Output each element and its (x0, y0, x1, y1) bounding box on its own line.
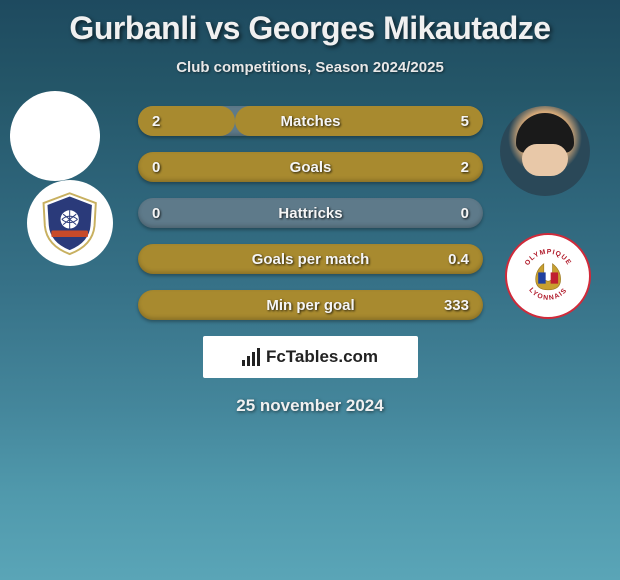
stat-right-value: 5 (461, 113, 469, 130)
stat-row: 0 Goals 2 (138, 152, 483, 182)
club-left-logo (27, 180, 113, 266)
stat-right-value: 333 (444, 297, 469, 314)
page-subtitle: Club competitions, Season 2024/2025 (0, 59, 620, 76)
stat-left-value: 2 (152, 113, 160, 130)
club-right-logo: OLYMPIQUE LYONNAIS (505, 233, 591, 319)
player-left-photo (10, 91, 100, 181)
stat-right-value: 0 (461, 205, 469, 222)
branding-text: FcTables.com (266, 347, 378, 367)
stat-left-value: 0 (152, 159, 160, 176)
stat-label: Goals (290, 159, 332, 176)
stat-label: Goals per match (252, 251, 370, 268)
stat-row: Min per goal 333 (138, 290, 483, 320)
date-label: 25 november 2024 (0, 396, 620, 416)
stat-label: Min per goal (266, 297, 354, 314)
stat-label: Matches (280, 113, 340, 130)
stat-bars: 2 Matches 5 0 Goals 2 0 Hattricks 0 Goals per mat… (138, 106, 483, 320)
player-right-photo (500, 106, 590, 196)
comparison-panel: OLYMPIQUE LYONNAIS 2 Matches 5 0 Goals 2 0 Hatt… (0, 106, 620, 416)
stat-row: Goals per match 0.4 (138, 244, 483, 274)
stat-row: 2 Matches 5 (138, 106, 483, 136)
stat-left-value: 0 (152, 205, 160, 222)
bars-icon (242, 348, 260, 366)
stat-right-value: 0.4 (448, 251, 469, 268)
branding-badge: FcTables.com (203, 336, 418, 378)
page-title: Gurbanli vs Georges Mikautadze (0, 0, 620, 47)
stat-right-value: 2 (461, 159, 469, 176)
stat-label: Hattricks (278, 205, 342, 222)
stat-row: 0 Hattricks 0 (138, 198, 483, 228)
